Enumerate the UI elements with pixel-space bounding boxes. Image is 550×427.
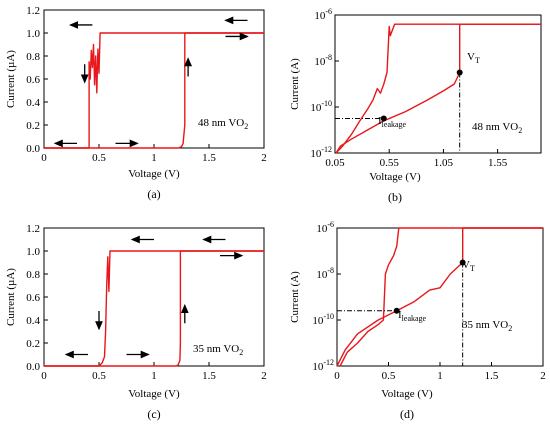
x-axis-label: Voltage (V) bbox=[128, 388, 180, 400]
y-tick-label: 0.4 bbox=[26, 315, 40, 327]
panel-caption: (c) bbox=[147, 407, 160, 421]
x-tick-label: 2 bbox=[540, 370, 546, 382]
x-tick-label: 1 bbox=[151, 370, 157, 382]
forward-sweep-line bbox=[336, 227, 543, 367]
y-axis-label: Current (A) bbox=[289, 58, 301, 110]
y-tick-label: 10-12 bbox=[310, 145, 332, 160]
y-tick-label: 1.0 bbox=[26, 246, 40, 258]
y-tick-label: 1.2 bbox=[26, 5, 40, 17]
vt-label: VT bbox=[462, 259, 475, 273]
reverse-sweep-line bbox=[44, 250, 264, 367]
y-tick-label: 10-10 bbox=[310, 99, 332, 114]
y-tick-label: 10-12 bbox=[312, 358, 334, 373]
y-tick-label: 0.6 bbox=[26, 292, 40, 304]
sample-label: 35 nm VO2 bbox=[193, 343, 243, 357]
panel-caption: (a) bbox=[147, 187, 160, 201]
x-tick-label: 2 bbox=[261, 152, 267, 164]
x-tick-label: 1.55 bbox=[488, 157, 508, 169]
x-tick-label: 1.5 bbox=[202, 370, 216, 382]
forward-sweep-line bbox=[335, 23, 541, 154]
panel-c: 0 0.5 1 1.5 2 0.0 0.2 0.4 0.6 0.8 1.0 1.2 Current (… bbox=[5, 223, 267, 421]
y-tick-label: 0.4 bbox=[26, 97, 40, 109]
sample-label: 48 nm VO2 bbox=[198, 117, 248, 131]
y-tick-label: 0.6 bbox=[26, 74, 40, 86]
x-tick-label: 0 bbox=[41, 370, 47, 382]
y-axis-label: Current (µA) bbox=[5, 50, 17, 108]
panel-caption: (d) bbox=[400, 407, 414, 421]
ileakage-label: Ileakage bbox=[378, 115, 407, 129]
y-tick-label: 0.0 bbox=[26, 361, 40, 373]
panel-caption: (b) bbox=[388, 190, 402, 204]
y-tick-label: 10-8 bbox=[316, 266, 334, 281]
y-tick-label: 10-10 bbox=[312, 312, 334, 327]
x-tick-label: 1 bbox=[151, 152, 157, 164]
plot-frame bbox=[336, 227, 544, 367]
x-tick-label: 1.5 bbox=[202, 152, 216, 164]
x-tick-label: 0 bbox=[334, 370, 340, 382]
y-tick-label: 10-6 bbox=[316, 220, 334, 235]
panel-b: 0.05 0.55 1.05 1.55 10-6 10-8 10-10 10-12 Curre… bbox=[289, 7, 542, 204]
x-tick-label: 0.5 bbox=[92, 370, 106, 382]
x-tick-label: 1.5 bbox=[485, 370, 499, 382]
x-axis-label: Voltage (V) bbox=[381, 388, 433, 400]
reverse-sweep-line bbox=[339, 227, 543, 367]
y-tick-label: 0.8 bbox=[26, 269, 40, 281]
x-tick-label: 2 bbox=[261, 370, 267, 382]
y-tick-label: 0.0 bbox=[26, 143, 40, 155]
reverse-sweep-line bbox=[44, 32, 264, 149]
y-tick-label: 10-8 bbox=[314, 53, 332, 68]
y-tick-label: 0.2 bbox=[26, 338, 40, 350]
x-tick-label: 0.05 bbox=[325, 157, 345, 169]
x-axis-label: Voltage (V) bbox=[128, 168, 180, 180]
y-axis-label: Current (A) bbox=[289, 271, 301, 323]
plot-frame bbox=[334, 14, 542, 154]
y-tick-label: 0.2 bbox=[26, 120, 40, 132]
x-tick-label: 0 bbox=[41, 152, 47, 164]
sample-label: 48 nm VO2 bbox=[472, 121, 522, 135]
ileakage-point bbox=[393, 307, 400, 314]
vt-label: VT bbox=[467, 51, 480, 65]
y-tick-label: 1.2 bbox=[26, 223, 40, 235]
x-tick-label: 1 bbox=[437, 370, 443, 382]
x-tick-label: 1.05 bbox=[434, 157, 454, 169]
x-tick-label: 0.5 bbox=[382, 370, 396, 382]
ileakage-label: Ileakage bbox=[398, 309, 427, 323]
sample-label: 35 nm VO2 bbox=[462, 319, 512, 333]
vt-point bbox=[456, 69, 463, 76]
x-tick-label: 0.55 bbox=[380, 157, 400, 169]
y-tick-label: 0.8 bbox=[26, 51, 40, 63]
panel-a: 0 0.5 1 1.5 2 0.0 0.2 0.4 0.6 0.8 1.0 1.2 Current (… bbox=[5, 5, 267, 201]
reverse-sweep-line bbox=[335, 23, 541, 154]
vt-point bbox=[459, 259, 466, 266]
y-axis-label: Current (µA) bbox=[5, 268, 17, 326]
y-tick-label: 10-6 bbox=[314, 7, 332, 22]
ileakage-point bbox=[380, 115, 387, 122]
y-tick-label: 1.0 bbox=[26, 28, 40, 40]
x-tick-label: 0.5 bbox=[92, 152, 106, 164]
forward-sweep-line bbox=[44, 32, 264, 149]
x-axis-label: Voltage (V) bbox=[369, 171, 421, 183]
